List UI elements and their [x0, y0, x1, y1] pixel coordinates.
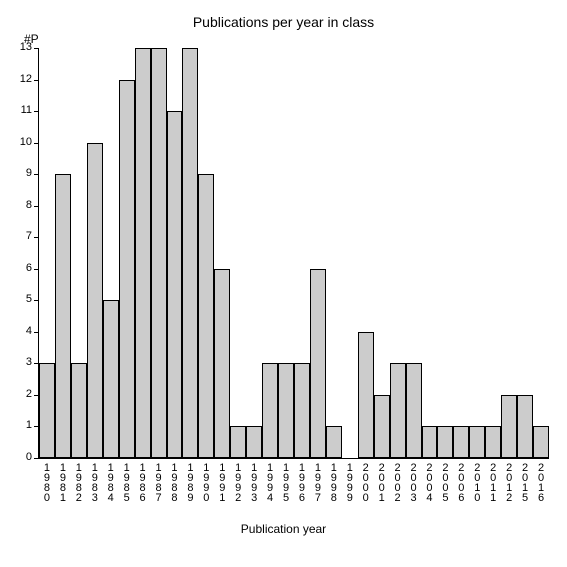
y-tick-label: 12 — [20, 73, 32, 85]
bar — [358, 332, 374, 458]
x-tick-label: 1981 — [57, 462, 68, 502]
bar — [453, 426, 469, 458]
bar — [182, 48, 198, 458]
bar — [278, 363, 294, 458]
y-tick — [34, 332, 38, 333]
x-tick-label: 1993 — [248, 462, 259, 502]
y-tick — [34, 80, 38, 81]
x-tick-label: 2010 — [471, 462, 482, 502]
y-tick-label: 8 — [26, 199, 32, 211]
bar — [262, 363, 278, 458]
x-tick-label: 1987 — [153, 462, 164, 502]
bar — [103, 300, 119, 458]
y-tick-label: 0 — [26, 451, 32, 463]
y-tick-label: 2 — [26, 388, 32, 400]
plot-area — [38, 48, 549, 459]
y-tick-label: 10 — [20, 136, 32, 148]
y-tick-label: 9 — [26, 167, 32, 179]
x-tick-label: 2011 — [487, 462, 498, 502]
x-tick-label: 1988 — [168, 462, 179, 502]
x-tick-label: 1995 — [280, 462, 291, 502]
y-tick — [34, 395, 38, 396]
x-tick-label: 2004 — [423, 462, 434, 502]
x-tick-label: 1996 — [296, 462, 307, 502]
bar — [485, 426, 501, 458]
x-tick-label: 1990 — [200, 462, 211, 502]
bar — [55, 174, 71, 458]
bar — [214, 269, 230, 458]
x-tick-label: 1989 — [184, 462, 195, 502]
x-tick-label: 1999 — [344, 462, 355, 502]
y-tick — [34, 174, 38, 175]
y-tick — [34, 363, 38, 364]
bar — [533, 426, 549, 458]
x-tick-label: 2000 — [360, 462, 371, 502]
y-tick-label: 6 — [26, 262, 32, 274]
y-tick-label: 5 — [26, 293, 32, 305]
bar — [135, 48, 151, 458]
x-tick-label: 1980 — [41, 462, 52, 502]
bar — [422, 426, 438, 458]
x-tick-label: 1986 — [137, 462, 148, 502]
x-axis-title: Publication year — [0, 522, 567, 536]
x-tick-label: 2001 — [376, 462, 387, 502]
y-tick — [34, 458, 38, 459]
bar — [326, 426, 342, 458]
bar — [167, 111, 183, 458]
bar — [246, 426, 262, 458]
publications-chart: Publications per year in class #P Public… — [0, 0, 567, 567]
chart-title: Publications per year in class — [0, 0, 567, 30]
y-tick — [34, 300, 38, 301]
y-tick-label: 13 — [20, 41, 32, 53]
bar — [198, 174, 214, 458]
y-tick — [34, 111, 38, 112]
bar — [469, 426, 485, 458]
y-tick-label: 11 — [21, 104, 32, 116]
x-tick-label: 1992 — [232, 462, 243, 502]
bar — [517, 395, 533, 458]
x-tick-label: 2003 — [408, 462, 419, 502]
y-tick-label: 1 — [26, 419, 32, 431]
bar — [119, 80, 135, 458]
y-tick — [34, 237, 38, 238]
bar — [501, 395, 517, 458]
y-tick — [34, 426, 38, 427]
bar — [437, 426, 453, 458]
x-tick-label: 1998 — [328, 462, 339, 502]
bar — [151, 48, 167, 458]
x-tick-label: 2016 — [535, 462, 546, 502]
y-tick-label: 3 — [26, 356, 32, 368]
x-tick-label: 1991 — [216, 462, 227, 502]
y-tick — [34, 206, 38, 207]
y-tick-label: 7 — [26, 230, 32, 242]
x-tick-label: 1994 — [264, 462, 275, 502]
x-tick-label: 1985 — [121, 462, 132, 502]
bar — [230, 426, 246, 458]
bar — [294, 363, 310, 458]
bar — [374, 395, 390, 458]
y-tick — [34, 143, 38, 144]
y-tick — [34, 48, 38, 49]
bar — [39, 363, 55, 458]
bar — [310, 269, 326, 458]
x-tick-label: 2002 — [392, 462, 403, 502]
y-tick — [34, 269, 38, 270]
bar — [390, 363, 406, 458]
x-tick-label: 1983 — [89, 462, 100, 502]
y-tick-label: 4 — [26, 325, 32, 337]
x-tick-label: 1984 — [105, 462, 116, 502]
x-tick-label: 1982 — [73, 462, 84, 502]
x-tick-label: 1997 — [312, 462, 323, 502]
bar — [71, 363, 87, 458]
x-tick-label: 2012 — [503, 462, 514, 502]
x-tick-label: 2015 — [519, 462, 530, 502]
x-tick-label: 2005 — [439, 462, 450, 502]
bar — [87, 143, 103, 458]
x-tick-label: 2006 — [455, 462, 466, 502]
bar — [406, 363, 422, 458]
